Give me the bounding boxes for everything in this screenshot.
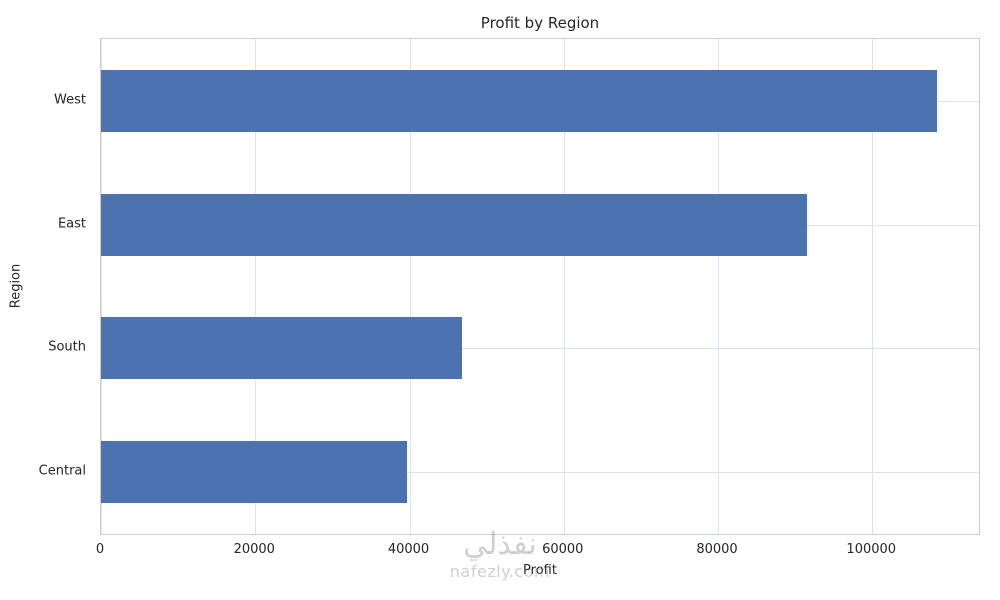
gridline-vertical [255,39,257,534]
gridline-horizontal [101,348,979,349]
gridline-vertical [872,39,874,534]
x-tick-labels: 0 20000 40000 60000 80000 100000 [96,542,980,560]
bar-south [101,317,462,379]
x-tick-label: 20000 [233,542,275,557]
x-tick-label: 60000 [542,542,584,557]
y-tick-label: West [54,92,86,108]
y-tick-label: East [57,216,86,232]
plot-area [100,38,980,535]
x-tick-label: 40000 [387,542,430,557]
chart-title: Profit by Region [480,14,600,32]
gridline-horizontal [101,472,979,473]
gridline-vertical [101,39,102,534]
gridline-vertical [718,39,719,534]
y-tick-labels: West East South Central [0,38,92,535]
gridline-vertical [409,39,411,534]
x-axis-label: Profit [523,563,557,578]
bar-west [101,70,937,132]
x-tick-label: 0 [95,542,105,557]
bar-east [101,194,807,256]
gridline-vertical [563,39,565,534]
y-tick-label: South [48,339,86,355]
y-tick-label: Central [38,463,86,479]
x-tick-label: 100000 [846,542,897,557]
x-tick-label: 80000 [696,542,738,557]
bar-central [101,441,407,503]
